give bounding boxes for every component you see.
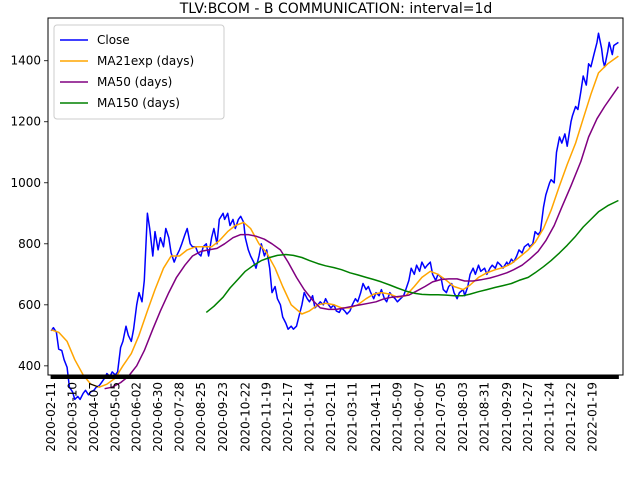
x-axis: 2020-02-11 2020-03-10 2020-04-07 2020-05-05… — [44, 375, 619, 452]
legend: Close MA21exp (days) MA50 (days) MA150 (day… — [53, 24, 225, 120]
y-tick-label: 1200 — [10, 115, 41, 129]
x-tick-label: 2020-09-23 — [216, 382, 230, 452]
x-tick-label: 2020-04-07 — [87, 382, 101, 452]
y-tick-label: 800 — [18, 237, 41, 251]
y-tick-label: 400 — [18, 359, 41, 373]
legend-label-0: Close — [97, 33, 130, 47]
x-tick-band — [50, 375, 619, 379]
x-tick-label: 2021-07-05 — [434, 382, 448, 452]
y-tick-label: 1400 — [10, 54, 41, 68]
x-tick-label: 2021-10-27 — [521, 382, 535, 452]
series-line-3 — [205, 199, 619, 313]
x-tick-label: 2021-04-11 — [369, 382, 383, 452]
legend-label-2: MA50 (days) — [97, 75, 172, 89]
series-line-1 — [50, 55, 619, 388]
x-tick-label: 2021-08-31 — [478, 382, 492, 452]
legend-label-3: MA150 (days) — [97, 96, 180, 110]
x-tick-label: 2022-01-19 — [585, 382, 599, 452]
x-tick-label: 2021-08-03 — [456, 382, 470, 452]
x-tick-label: 2020-07-28 — [173, 382, 187, 452]
x-tick-label: 2021-06-07 — [413, 382, 427, 452]
x-tick-label: 2021-12-22 — [564, 382, 578, 452]
x-tick-label: 2021-11-24 — [543, 382, 557, 452]
legend-label-1: MA21exp (days) — [97, 54, 194, 68]
x-tick-label: 2021-09-29 — [500, 382, 514, 452]
plot-clip — [50, 32, 620, 401]
x-tick-label: 2020-11-19 — [260, 382, 274, 452]
x-tick-label: 2020-03-10 — [65, 382, 79, 452]
x-tick-label: 2020-10-22 — [238, 382, 252, 452]
legend-box — [53, 24, 225, 120]
x-tick-label: 2020-08-25 — [194, 382, 208, 452]
x-tick-label: 2020-06-30 — [151, 382, 165, 452]
series-line-0 — [50, 32, 619, 401]
x-tick-label: 2020-02-11 — [44, 382, 58, 452]
x-tick-label: 2021-05-09 — [390, 382, 404, 452]
y-tick-label: 600 — [18, 298, 41, 312]
x-tick-label: 2021-03-11 — [345, 382, 359, 452]
x-tick-label: 2021-01-14 — [303, 382, 317, 452]
x-tick-label: 2020-05-05 — [108, 382, 122, 452]
series-layer — [50, 32, 620, 401]
series-line-2 — [104, 86, 620, 390]
x-tick-label: 2020-06-02 — [130, 382, 144, 452]
x-tick-label: 2020-12-17 — [281, 382, 295, 452]
y-tick-label: 1000 — [10, 176, 41, 190]
x-tick-label: 2021-02-11 — [324, 382, 338, 452]
y-axis: 400 600 800 1000 1200 1400 — [10, 54, 48, 373]
chart-title: TLV:BCOM - B COMMUNICATION: interval=1d — [179, 1, 493, 17]
